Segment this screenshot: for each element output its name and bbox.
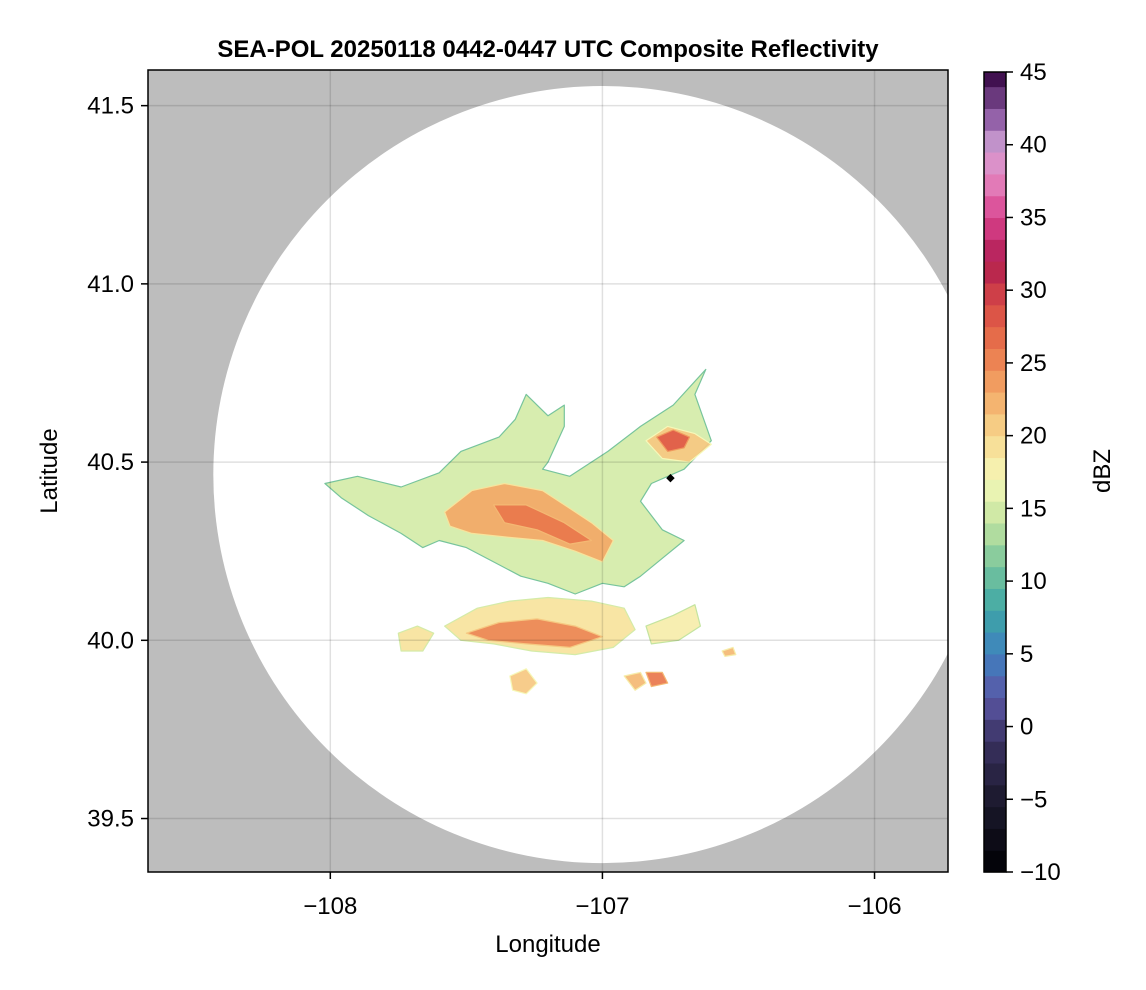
x-tick-label: −107 [575,893,629,920]
y-tick-label: 40.0 [87,627,134,654]
x-tick-label: −108 [303,893,357,920]
colorbar-tick-label: 45 [1020,59,1047,86]
colorbar-bin [984,501,1006,524]
colorbar-bin [984,130,1006,153]
colorbar-bin [984,544,1006,568]
colorbar-bin [984,697,1006,720]
y-tick-label: 41.5 [87,93,134,120]
colorbar-bin [984,435,1006,459]
chart-title: SEA-POL 20250118 0442-0447 UTC Composite… [217,36,879,63]
echo-region-south-cell-c [645,671,669,688]
colorbar-bin [984,457,1006,480]
colorbar-tick-label: −10 [1020,859,1061,886]
colorbar-bin [984,326,1006,349]
colorbar-bin [984,828,1006,851]
y-tick-label: 41.0 [87,271,134,298]
colorbar-bin [984,195,1006,219]
colorbar-bin [984,261,1006,284]
y-tick-label: 40.5 [87,449,134,476]
colorbar-bin [984,86,1006,109]
colorbar-tick-label: −5 [1020,786,1047,813]
colorbar-bin [984,239,1006,262]
colorbar [984,72,1006,873]
colorbar-bin [984,479,1006,502]
plot-frame [147,69,949,873]
colorbar-bin [984,806,1006,829]
echo-layer [324,368,737,695]
colorbar-frame [983,71,1007,873]
colorbar-bin [984,304,1006,328]
echo-region-intense-core [493,504,593,545]
grid-lines [148,70,948,872]
echo-region-west-cell [397,625,435,652]
colorbar-bin [984,413,1006,437]
colorbar-bin [984,610,1006,633]
colorbar-label: dBZ [1089,449,1116,493]
colorbar-bin [984,72,1006,88]
colorbar-bin [984,653,1006,677]
echo-region-south-band-core [465,618,604,649]
colorbar-bin [984,588,1006,611]
colorbar-bin [984,370,1006,393]
colorbar-bin [984,392,1006,415]
y-axis-label: Latitude [36,428,63,513]
colorbar-bin [984,784,1006,808]
colorbar-tick-label: 5 [1020,641,1033,668]
echo-region-south-cell-a [509,668,538,695]
x-tick-label: −106 [847,893,901,920]
echo-region-east-speck [721,646,737,658]
colorbar-tick-label: 40 [1020,132,1047,159]
colorbar-tick-label: 10 [1020,568,1047,595]
colorbar-bin [984,173,1006,197]
colorbar-bin [984,762,1006,786]
colorbar-bin [984,108,1006,131]
x-axis: −108 −107 −106 [303,872,902,920]
colorbar-bin [984,675,1006,699]
colorbar-bin [984,522,1006,546]
colorbar-tick-label: 0 [1020,714,1033,741]
colorbar-tick-label: 20 [1020,423,1047,450]
colorbar-tick-label: 25 [1020,350,1047,377]
y-axis: 39.5 40.0 40.5 41.0 41.5 [87,93,148,833]
colorbar-tick-label: 15 [1020,495,1047,522]
colorbar-tick-label: 35 [1020,204,1047,231]
colorbar-bin [984,632,1006,655]
colorbar-ticks: −10 −5 0 5 10 15 20 25 30 35 40 45 [1006,59,1061,886]
radar-site-marker [666,473,675,483]
echo-region-south-cell-b [623,671,647,691]
colorbar-bin [984,348,1006,371]
y-tick-label: 39.5 [87,806,134,833]
colorbar-bin [984,850,1006,873]
echo-region-south-east-band [645,604,702,645]
colorbar-bin [984,152,1006,175]
colorbar-bin [984,282,1006,306]
x-axis-label: Longitude [495,931,600,958]
colorbar-bin [984,741,1006,764]
colorbar-bin [984,217,1006,240]
colorbar-bin [984,719,1006,742]
echo-region-north-east-core [656,429,691,452]
plot-area [148,70,948,872]
colorbar-bin [984,566,1006,589]
colorbar-tick-label: 30 [1020,277,1047,304]
